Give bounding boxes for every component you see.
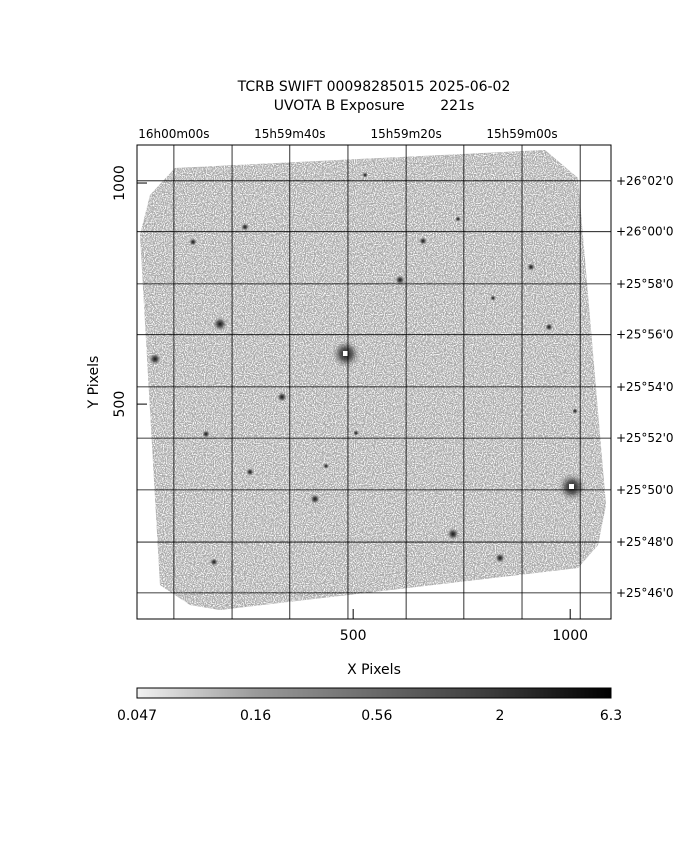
dec-tick-label: +25°48'0 <box>616 535 674 549</box>
dec-tick-label: +25°58'0 <box>616 277 674 291</box>
x-axis-label: X Pixels <box>347 662 401 678</box>
axes: 16h00m00s 15h59m40s 15h59m20s 15h59m00s +26°… <box>112 127 674 724</box>
colorbar <box>136 687 612 699</box>
dec-tick-label: +25°54'0 <box>616 380 674 394</box>
ra-tick-label: 15h59m40s <box>254 127 325 141</box>
x-tick-label: 1000 <box>552 628 588 644</box>
ra-tick-label: 15h59m00s <box>486 127 557 141</box>
y-tick-label: 1000 <box>112 165 128 201</box>
dec-tick-label: +25°56'0 <box>616 328 674 342</box>
colorbar-tick-label: 0.047 <box>117 708 157 724</box>
sources <box>149 172 586 596</box>
ra-tick-label: 15h59m20s <box>370 127 441 141</box>
colorbar-tick-label: 2 <box>496 708 505 724</box>
dec-tick-label: +26°02'0 <box>616 174 674 188</box>
colorbar-tick-label: 0.16 <box>240 708 271 724</box>
chart-title: TCRB SWIFT 00098285015 2025-06-02 <box>237 79 511 95</box>
y-tick-label: 500 <box>112 391 128 418</box>
dec-tick-label: +26°00'0 <box>616 225 674 239</box>
y-axis-label: Y Pixels <box>86 356 102 410</box>
x-tick-label: 500 <box>340 628 367 644</box>
colorbar-tick-label: 6.3 <box>600 708 622 724</box>
colorbar-tick-label: 0.56 <box>361 708 392 724</box>
chart-subtitle: UVOTA B Exposure 221s <box>274 98 475 114</box>
dec-tick-label: +25°52'0 <box>616 431 674 445</box>
ra-tick-label: 16h00m00s <box>138 127 209 141</box>
dec-tick-label: +25°46'0 <box>616 586 674 600</box>
frame <box>136 144 612 620</box>
sky-image <box>140 150 606 610</box>
dec-tick-label: +25°50'0 <box>616 483 674 497</box>
